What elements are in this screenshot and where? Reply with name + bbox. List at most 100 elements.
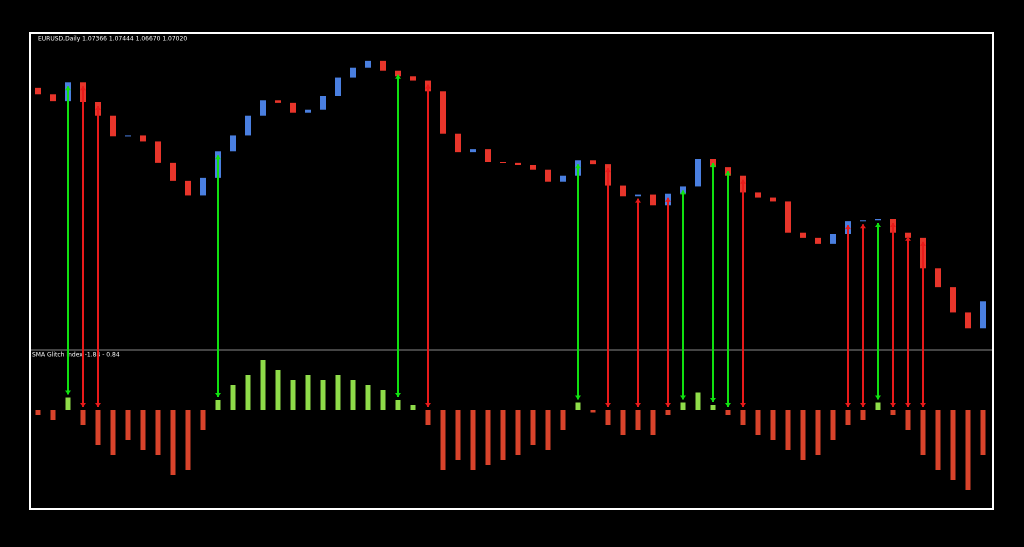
candle	[800, 232, 806, 238]
candle	[245, 115, 251, 136]
signal-arrow-part	[425, 403, 431, 407]
signal-arrow-part	[95, 403, 101, 407]
candle	[530, 165, 536, 170]
histogram-bar	[290, 380, 296, 410]
signal-arrow	[215, 155, 221, 397]
histogram-bar	[140, 410, 146, 450]
histogram-bar	[260, 360, 266, 410]
histogram-bar	[215, 400, 221, 410]
histogram-bar	[125, 410, 131, 440]
signal-arrow-part	[680, 190, 686, 195]
candle	[485, 149, 491, 162]
signal-arrow-part	[395, 393, 401, 397]
histogram-bar	[500, 410, 506, 460]
histogram-bar	[485, 410, 491, 465]
signal-arrow-part	[725, 403, 731, 407]
candle	[200, 177, 206, 196]
histogram-bar	[635, 410, 641, 430]
histogram-bar	[575, 402, 581, 410]
candle	[875, 219, 881, 221]
histogram-bar	[650, 410, 656, 435]
candle	[185, 180, 191, 196]
signal-arrow-part	[665, 403, 671, 407]
signal-arrow-part	[920, 403, 926, 407]
histogram-bar	[980, 410, 986, 455]
candle	[140, 135, 146, 142]
signal-arrow-part	[80, 403, 86, 407]
signal-arrow-part	[710, 163, 716, 167]
histogram-bar	[710, 405, 716, 410]
signal-arrow	[740, 179, 746, 407]
candle	[635, 194, 641, 197]
histogram-bar	[200, 410, 206, 430]
candle	[935, 268, 941, 288]
candle	[560, 175, 566, 182]
histogram-bar	[770, 410, 776, 440]
signal-arrow	[65, 86, 71, 395]
histogram-bar	[755, 410, 761, 435]
histogram-bar	[800, 410, 806, 460]
histogram-bar	[875, 402, 881, 410]
histogram-bar	[845, 410, 851, 425]
histogram-bar	[80, 410, 86, 425]
signal-arrow	[905, 236, 911, 407]
histogram-bar	[440, 410, 446, 470]
candle	[260, 100, 266, 116]
histogram-bar	[515, 410, 521, 455]
signal-arrow-part	[215, 393, 221, 397]
histogram-bar	[110, 410, 116, 455]
histogram-bar	[185, 410, 191, 470]
signal-arrow	[395, 74, 401, 397]
histogram-bar	[830, 410, 836, 440]
histogram-bar	[275, 370, 281, 410]
histogram-bar	[320, 380, 326, 410]
candle	[365, 60, 371, 68]
signal-arrow-part	[575, 395, 581, 400]
signal-arrow-part	[425, 84, 431, 89]
histogram-bar	[335, 375, 341, 410]
signal-arrow-part	[725, 171, 731, 176]
signal-arrow	[605, 168, 611, 407]
histogram-bar	[605, 410, 611, 425]
histogram-bar	[860, 410, 866, 420]
signal-arrow-part	[65, 390, 71, 395]
signal-arrow-part	[740, 179, 746, 184]
chart-frame	[29, 32, 994, 510]
histogram-bar	[155, 410, 161, 455]
histogram-bar	[455, 410, 461, 460]
signal-arrow-part	[740, 403, 746, 407]
signal-arrow	[425, 84, 431, 407]
histogram-bar	[560, 410, 566, 430]
histogram-bar	[95, 410, 101, 445]
signal-arrow-part	[65, 86, 71, 91]
candle	[440, 91, 446, 134]
candle	[50, 94, 56, 102]
histogram-bar	[230, 385, 236, 410]
candle	[155, 141, 161, 163]
signal-arrow-part	[605, 168, 611, 173]
candle	[125, 135, 131, 137]
candle	[785, 201, 791, 233]
signal-arrow	[575, 164, 581, 400]
histogram-bar	[305, 375, 311, 410]
histogram-bar	[905, 410, 911, 430]
candle	[815, 237, 821, 244]
candle	[650, 194, 656, 206]
signal-arrow-part	[845, 403, 851, 407]
candle	[770, 197, 776, 202]
signal-arrow-part	[635, 403, 641, 407]
indicator-title: SMA Glitch Index -1.84 - 0.84	[32, 352, 120, 359]
histogram-bar	[50, 410, 56, 420]
histogram-bar	[65, 397, 71, 410]
histogram-bar	[245, 375, 251, 410]
candle	[275, 100, 281, 103]
signal-arrow	[920, 241, 926, 407]
histogram-bar	[935, 410, 941, 470]
signal-arrow	[725, 171, 731, 407]
signal-arrow-part	[605, 403, 611, 407]
candle	[320, 96, 326, 110]
histogram-bar	[785, 410, 791, 450]
signal-arrow	[680, 190, 686, 400]
